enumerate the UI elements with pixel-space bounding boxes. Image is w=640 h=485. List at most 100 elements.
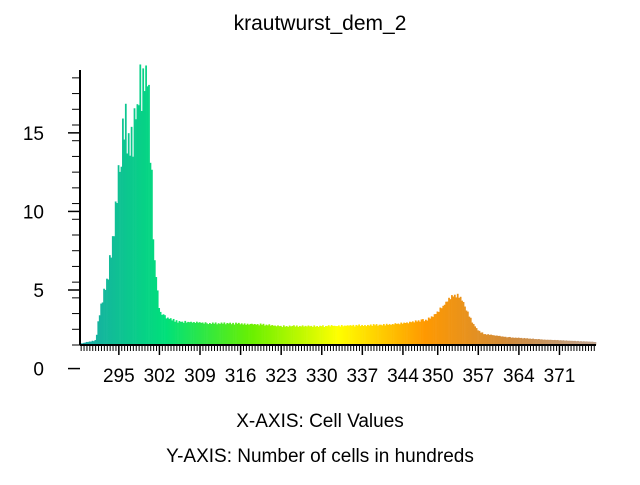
histogram-bar <box>329 326 332 345</box>
histogram-bar <box>459 296 462 345</box>
histogram-bar <box>97 321 100 345</box>
histogram-bar <box>101 302 104 345</box>
histogram-bar <box>235 322 237 345</box>
histogram-bar <box>304 325 307 345</box>
histogram-bar <box>524 338 527 345</box>
histogram-bar <box>135 119 137 345</box>
histogram-bar <box>201 322 204 345</box>
histogram-bar <box>242 324 245 345</box>
histogram-bar <box>174 321 176 345</box>
histogram-bar <box>495 335 498 345</box>
histogram-bar <box>349 325 352 345</box>
histogram-bar <box>223 322 226 345</box>
histogram-bar <box>504 336 507 345</box>
x-tick-label: 344 <box>387 366 419 387</box>
histogram-bar <box>494 335 497 345</box>
histogram-bar <box>282 325 285 345</box>
histogram-bar <box>385 323 388 345</box>
histogram-bar <box>488 334 491 345</box>
histogram-bar <box>327 325 330 345</box>
histogram-bar <box>137 105 140 346</box>
histogram-bar <box>316 326 319 345</box>
histogram-bar <box>382 324 385 345</box>
histogram-bar <box>324 325 327 345</box>
histogram-bar <box>491 335 494 345</box>
histogram-bar <box>280 325 282 345</box>
histogram-bar <box>545 339 548 345</box>
histogram-bar <box>555 340 558 345</box>
histogram-bar <box>332 325 334 345</box>
histogram-bar <box>477 330 479 345</box>
histogram-bar <box>313 325 316 345</box>
histogram-bar <box>371 325 374 345</box>
histogram-bar <box>259 323 262 345</box>
histogram-bar <box>427 317 430 345</box>
x-tick-label: 337 <box>346 366 378 387</box>
histogram-bar <box>184 320 187 345</box>
histogram-bar <box>159 311 162 345</box>
x-tick-label: 357 <box>462 366 494 387</box>
histogram-bar <box>124 103 127 345</box>
histogram-bar <box>359 326 362 345</box>
histogram-bar <box>333 325 336 345</box>
histogram-bar <box>439 307 442 345</box>
histogram-bar <box>361 324 363 345</box>
histogram-bar <box>149 162 152 345</box>
histogram-bar <box>229 322 232 345</box>
x-axis-ticks: 295 302 309 316 323 330 337 344 350 357 364 371 <box>103 345 575 387</box>
histogram-bar <box>556 339 559 345</box>
histogram-bar <box>475 328 478 345</box>
histogram-bar <box>288 325 291 345</box>
histogram-bar <box>533 339 536 345</box>
x-tick-label: 309 <box>184 366 216 387</box>
histogram-bar <box>233 324 236 345</box>
histogram-bar <box>269 325 272 345</box>
histogram-bar <box>194 322 197 345</box>
histogram-bar <box>490 334 492 345</box>
y-tick-label: 10 <box>23 202 44 223</box>
histogram-bar <box>394 323 397 345</box>
histogram-bar <box>107 279 110 345</box>
histogram-bar <box>552 340 555 345</box>
histogram-bar <box>191 322 194 345</box>
histogram-bar <box>467 311 469 345</box>
histogram-bar <box>564 340 566 345</box>
histogram-bar <box>245 324 247 345</box>
histogram-bar <box>353 326 356 345</box>
histogram-bar <box>365 326 368 345</box>
x-tick-label: 295 <box>103 366 135 387</box>
histogram-bar <box>456 293 459 345</box>
histogram-bar <box>248 324 250 345</box>
histogram-bar <box>209 322 211 345</box>
histogram-bar <box>369 324 372 345</box>
histogram-bar <box>540 339 543 345</box>
histogram-bar <box>213 323 216 345</box>
histogram-bar <box>335 326 337 345</box>
histogram-bar <box>443 304 446 345</box>
histogram-bar <box>158 308 161 345</box>
histogram-bar <box>419 321 421 345</box>
histogram-bar <box>469 317 472 345</box>
histogram-bar <box>546 339 549 345</box>
histogram-bar <box>264 325 266 345</box>
histogram-bar <box>455 297 458 345</box>
histogram-bar <box>527 338 530 345</box>
histogram-bar <box>364 325 366 345</box>
histogram-bar <box>180 321 182 345</box>
histogram-bar <box>98 315 101 345</box>
histogram-bar <box>91 340 94 345</box>
histogram-bar <box>535 339 537 345</box>
histogram-bar <box>87 342 89 345</box>
histogram-bar <box>94 340 97 345</box>
histogram-bar <box>116 203 118 345</box>
histogram-bar <box>190 321 192 345</box>
histogram-bar <box>442 305 445 345</box>
histogram-bar <box>211 322 214 345</box>
histogram-bar <box>84 342 87 345</box>
histogram-bar <box>330 325 333 345</box>
histogram-bar <box>485 334 488 345</box>
histogram-bar <box>119 171 121 345</box>
histogram-bar <box>295 325 298 345</box>
histogram-bars <box>80 64 597 346</box>
